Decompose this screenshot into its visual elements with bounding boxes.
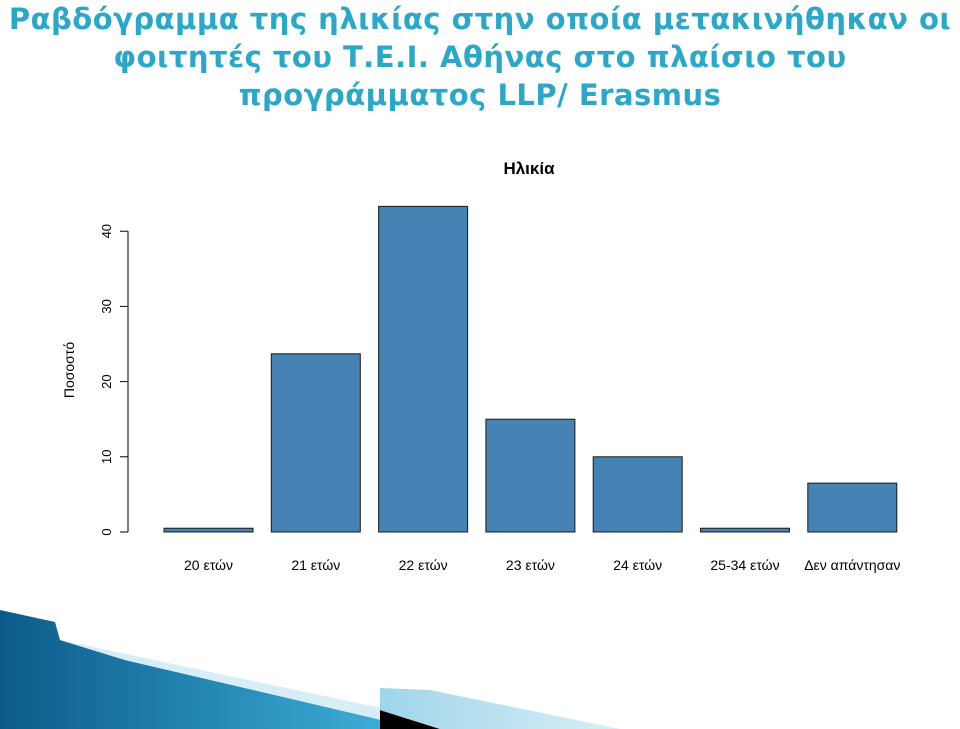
bar	[163, 527, 254, 533]
decoration-wave-light	[60, 640, 480, 729]
x-tick-label: 20 ετών	[184, 557, 233, 573]
chart-title: Ηλικία	[503, 159, 555, 178]
x-tick-label: 23 ετών	[506, 557, 555, 573]
bars	[163, 205, 898, 533]
bar	[270, 353, 361, 533]
y-tick-label: 30	[99, 299, 114, 313]
slide-title-line-3: προγράμματος LLP/ Erasmus	[238, 78, 722, 112]
bar	[807, 482, 898, 533]
slide-title-line-1: Ραβδόγραμμα της ηλικίας στην οποία μετακ…	[8, 2, 952, 36]
slide-title-line-2: φοιτητές του Τ.Ε.Ι. Αθήνας στο πλαίσιο τ…	[113, 40, 847, 74]
bar	[485, 418, 576, 533]
x-tick-label: 22 ετών	[399, 557, 448, 573]
decoration-wave-dark	[0, 610, 420, 729]
slide-title: Ραβδόγραμμα της ηλικίας στην οποία μετακ…	[0, 0, 960, 114]
bar	[700, 527, 790, 533]
bar	[592, 456, 683, 533]
y-tick-label: 20	[99, 374, 114, 388]
x-axis-labels: 20 ετών 21 ετών 22 ετών 23 ετών 24 ετών 25-34…	[184, 557, 900, 573]
slide-decoration	[0, 610, 620, 729]
y-tick-label: 10	[99, 450, 114, 464]
y-axis-label: Ποσοστό	[61, 342, 77, 398]
y-tick-label: 0	[99, 528, 114, 535]
x-tick-label: Δεν απάντησαν	[804, 557, 900, 573]
x-tick-label: 24 ετών	[613, 557, 662, 573]
x-tick-label: 21 ετών	[291, 557, 340, 573]
x-tick-label: 25-34 ετών	[710, 557, 779, 573]
decoration-band-light	[380, 688, 620, 729]
y-axis-ticks: 0 10 20 30 40	[99, 224, 128, 536]
y-tick-label: 40	[99, 224, 114, 238]
bar	[378, 205, 469, 533]
